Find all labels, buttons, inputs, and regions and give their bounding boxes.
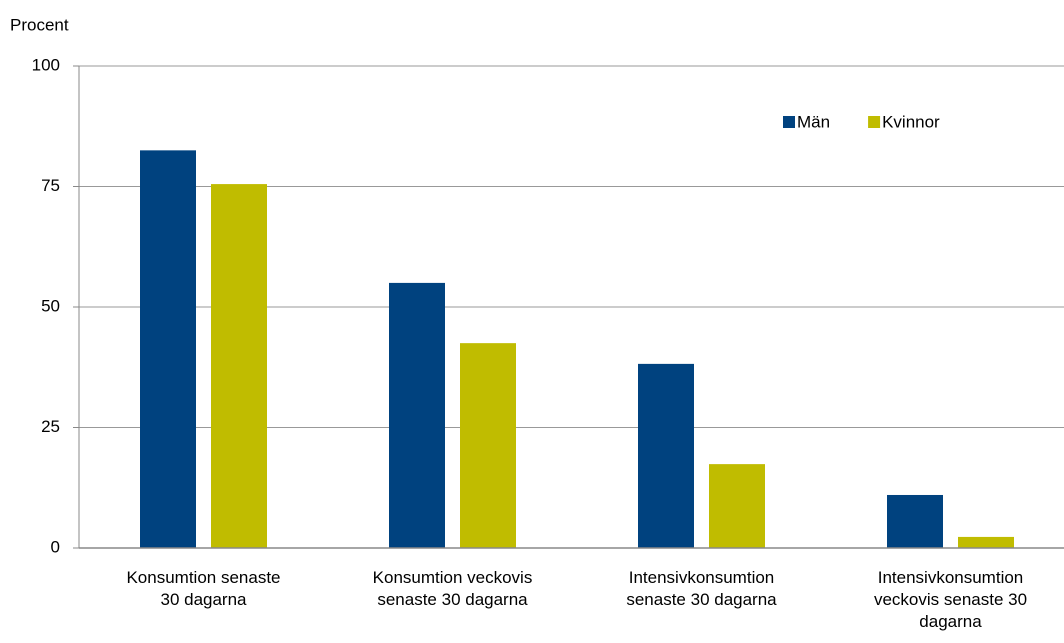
x-tick-label: Intensivkonsumtion veckovis senaste 30 d… — [873, 568, 1028, 631]
x-tick-label: Intensivkonsumtion senaste 30 dagarna — [626, 568, 777, 609]
y-tick-label: 100 — [32, 55, 60, 74]
bar — [638, 363, 694, 548]
bar — [389, 282, 445, 548]
y-axis-title: Procent — [10, 15, 69, 34]
legend-swatch — [783, 116, 795, 128]
y-tick-label: 25 — [41, 417, 60, 436]
bar — [887, 494, 943, 548]
y-tick-label: 50 — [41, 296, 60, 315]
x-tick-label: Konsumtion veckovis senaste 30 dagarna — [372, 568, 533, 609]
legend-label: Kvinnor — [882, 112, 940, 131]
bar — [958, 536, 1014, 548]
y-tick-label: 0 — [51, 537, 60, 556]
bar — [211, 184, 267, 548]
bar — [460, 343, 516, 548]
x-tick-label: Konsumtion senaste 30 dagarna — [126, 568, 281, 609]
legend-swatch — [868, 116, 881, 128]
legend-label: Män — [797, 112, 830, 131]
bar — [709, 464, 765, 548]
y-tick-label: 75 — [41, 176, 60, 195]
bar — [140, 150, 196, 548]
